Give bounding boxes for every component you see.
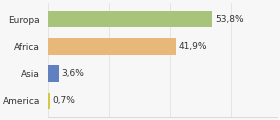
Text: 0,7%: 0,7%: [52, 96, 75, 105]
Bar: [48, 93, 50, 109]
Bar: [48, 11, 212, 27]
Bar: [48, 65, 59, 82]
Text: 41,9%: 41,9%: [178, 42, 207, 51]
Text: 53,8%: 53,8%: [215, 15, 243, 24]
Text: 3,6%: 3,6%: [61, 69, 84, 78]
Bar: [48, 38, 176, 55]
